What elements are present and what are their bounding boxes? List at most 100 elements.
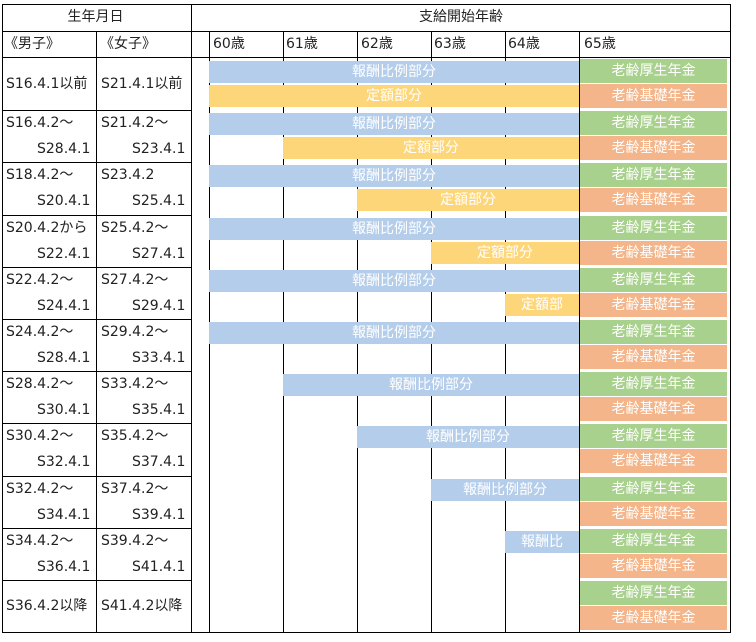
men-birth-range: S36.4.2以降: [6, 598, 88, 614]
women-birth-end: S35.4.1: [132, 402, 186, 419]
men-birth-end: S24.4.1: [37, 297, 91, 314]
women-birth-end: S23.4.1: [132, 141, 186, 158]
women-birth-start: S33.4.2〜: [101, 376, 169, 393]
age-60-header: 60歳: [213, 36, 245, 52]
grid-line-header-bottom: [2, 57, 731, 58]
men-birth-start: S16.4.2〜: [6, 115, 74, 132]
women-birth-start: S35.4.2〜: [101, 428, 169, 445]
women-birth-start: S21.4.2〜: [101, 115, 169, 132]
welfare-pension-bar: 老齢厚生年金: [580, 267, 727, 292]
men-birth-end: S30.4.1: [37, 402, 91, 419]
grid-line-left: [2, 4, 3, 633]
proportional-part-bar: 報酬比例部分: [209, 165, 579, 188]
age-64-header: 64歳: [508, 36, 540, 52]
grid-line-row: [2, 319, 192, 320]
men-birth-start: S20.4.2から: [6, 219, 88, 236]
men-birth-start: S24.4.2〜: [6, 324, 74, 340]
men-birth-end: S28.4.1: [37, 141, 91, 158]
women-birth-range: S21.4.1以前: [101, 76, 183, 92]
welfare-pension-bar: 老齢厚生年金: [580, 581, 727, 605]
women-birth-start: S25.4.2〜: [101, 219, 169, 236]
women-birth-start: S39.4.2〜: [101, 532, 169, 549]
women-birth-end: S39.4.1: [132, 506, 186, 523]
men-header: 《男子》: [4, 36, 60, 52]
basic-pension-bar: 老齢基礎年金: [580, 449, 727, 474]
women-header: 《女子》: [100, 36, 156, 52]
welfare-pension-bar: 老齢厚生年金: [580, 215, 727, 240]
grid-line-birth-age: [191, 4, 192, 633]
age-61-header: 61歳: [286, 36, 318, 52]
men-birth-end: S22.4.1: [37, 245, 91, 262]
grid-line-row: [2, 110, 192, 111]
basic-pension-bar: 老齢基礎年金: [580, 84, 727, 108]
grid-line-row: [2, 580, 192, 581]
grid-line-row: [2, 423, 192, 424]
welfare-pension-bar: 老齢厚生年金: [580, 528, 727, 553]
women-birth-start: S29.4.2〜: [101, 324, 169, 340]
start-age-header: 支給開始年齢: [419, 9, 503, 25]
welfare-pension-bar: 老齢厚生年金: [580, 59, 727, 83]
grid-line-age: [579, 31, 580, 633]
grid-line-header-mid: [2, 31, 731, 32]
fixed-part-bar: 定額部分: [357, 189, 579, 212]
men-birth-range: S16.4.1以前: [6, 76, 88, 92]
basic-pension-bar: 老齢基礎年金: [580, 553, 727, 578]
grid-line-bottom: [2, 632, 731, 633]
age-65-header: 65歳: [584, 36, 616, 52]
men-birth-end: S20.4.1: [37, 193, 91, 210]
grid-line-row: [2, 215, 192, 216]
women-birth-end: S33.4.1: [132, 350, 186, 366]
fixed-part-bar: 定額部分: [283, 137, 579, 160]
grid-line-row: [2, 528, 192, 529]
men-birth-start: S22.4.2〜: [6, 271, 74, 288]
men-birth-end: S34.4.1: [37, 506, 91, 523]
grid-line-top: [2, 4, 731, 5]
welfare-pension-bar: 老齢厚生年金: [580, 111, 727, 136]
fixed-part-bar: 定額部分: [209, 85, 579, 107]
men-birth-start: S18.4.2〜: [6, 167, 74, 184]
proportional-part-bar: 報酬比例部分: [209, 322, 579, 344]
proportional-part-bar: 報酬比例部分: [209, 217, 579, 240]
welfare-pension-bar: 老齢厚生年金: [580, 424, 727, 449]
women-birth-start: S27.4.2〜: [101, 271, 169, 288]
proportional-part-bar: 報酬比例部分: [209, 61, 579, 83]
men-birth-end: S28.4.1: [37, 350, 91, 366]
men-birth-start: S32.4.2〜: [6, 480, 74, 497]
grid-line-row: [2, 267, 192, 268]
men-birth-start: S34.4.2〜: [6, 532, 74, 549]
age-62-header: 62歳: [361, 36, 393, 52]
age-63-header: 63歳: [434, 36, 466, 52]
basic-pension-bar: 老齢基礎年金: [580, 606, 727, 630]
basic-pension-bar: 老齢基礎年金: [580, 136, 727, 161]
fixed-part-bar: 定額部: [505, 293, 579, 316]
men-birth-end: S36.4.1: [37, 558, 91, 575]
grid-line-row: [2, 476, 192, 477]
women-birth-end: S37.4.1: [132, 454, 186, 471]
welfare-pension-bar: 老齢厚生年金: [580, 320, 727, 344]
proportional-part-bar: 報酬比例部分: [283, 374, 579, 397]
women-birth-start: S37.4.2〜: [101, 480, 169, 497]
women-birth-end: S41.4.1: [132, 558, 186, 575]
proportional-part-bar: 報酬比例部分: [209, 113, 579, 136]
women-birth-range: S41.4.2以降: [101, 598, 183, 614]
grid-line-right: [730, 4, 731, 633]
proportional-part-bar: 報酬比例部分: [357, 426, 579, 449]
basic-pension-bar: 老齢基礎年金: [580, 397, 727, 422]
birth-date-header: 生年月日: [67, 9, 124, 25]
welfare-pension-bar: 老齢厚生年金: [580, 372, 727, 397]
basic-pension-bar: 老齢基礎年金: [580, 501, 727, 526]
basic-pension-bar: 老齢基礎年金: [580, 292, 727, 317]
women-birth-end: S29.4.1: [132, 297, 186, 314]
men-birth-end: S32.4.1: [37, 454, 91, 471]
men-birth-start: S30.4.2〜: [6, 428, 74, 445]
basic-pension-bar: 老齢基礎年金: [580, 345, 727, 369]
women-birth-end: S25.4.1: [132, 193, 186, 210]
women-birth-end: S27.4.1: [132, 245, 186, 262]
women-birth-start: S23.4.2: [101, 167, 155, 184]
basic-pension-bar: 老齢基礎年金: [580, 240, 727, 265]
grid-line-men-women: [96, 31, 97, 633]
welfare-pension-bar: 老齢厚生年金: [580, 163, 727, 188]
men-birth-start: S28.4.2〜: [6, 376, 74, 393]
proportional-part-bar: 報酬比例部分: [209, 269, 579, 292]
